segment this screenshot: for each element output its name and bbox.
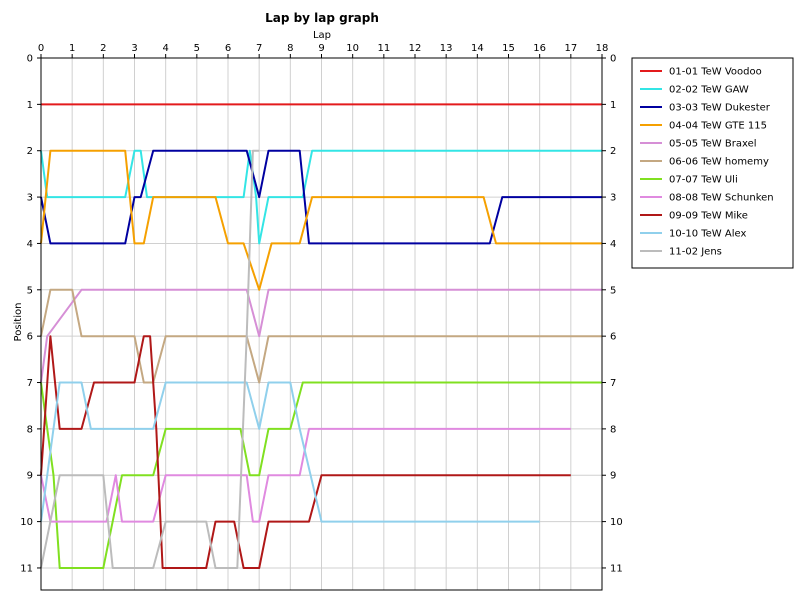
series-line [40, 288, 602, 383]
legend-label: 01-01 TeW Voodoo [669, 67, 762, 78]
x-tick-label: 2 [100, 43, 106, 54]
y-tick-label-right: 7 [610, 378, 616, 389]
series-line [40, 288, 602, 384]
legend-label: 04-04 TeW GTE 115 [669, 121, 767, 132]
y-tick-label-left: 3 [27, 193, 33, 204]
y-tick-label-left: 7 [27, 378, 33, 389]
x-tick-label: 13 [440, 43, 453, 54]
x-tick-label: 9 [318, 43, 324, 54]
legend-label: 09-09 TeW Mike [669, 211, 748, 222]
series-lines [40, 103, 602, 569]
x-tick-label: 14 [471, 43, 484, 54]
legend-label: 11-02 Jens [669, 247, 722, 258]
series-line [40, 335, 571, 569]
y-tick-label-left: 1 [27, 100, 33, 111]
y-tick-label-left: 5 [27, 285, 33, 296]
x-axis-label: Lap [313, 30, 331, 41]
y-tick-label-right: 11 [610, 563, 623, 574]
legend-label: 06-06 TeW homemy [669, 157, 769, 168]
x-tick-label: 7 [256, 43, 262, 54]
y-tick-label-right: 6 [610, 332, 616, 343]
y-tick-label-left: 2 [27, 146, 33, 157]
y-tick-label-left: 6 [27, 332, 33, 343]
x-tick-label: 16 [533, 43, 546, 54]
series-line [40, 149, 602, 291]
y-tick-label-left: 10 [20, 517, 33, 528]
x-tick-label: 10 [346, 43, 359, 54]
x-tick-label: 4 [162, 43, 168, 54]
x-tick-label: 0 [38, 43, 44, 54]
x-tick-label: 6 [225, 43, 231, 54]
axis-ticks: 0 1 2 3 4 5 6 7 8 9 10 11 12 13 14 15 16 17 180 01 12 23 34 45 5… [20, 43, 622, 574]
y-tick-label-right: 0 [610, 54, 616, 65]
legend-label: 10-10 TeW Alex [669, 229, 746, 240]
legend-label: 02-02 TeW GAW [669, 85, 749, 96]
series-line [40, 381, 540, 523]
y-tick-label-left: 4 [27, 239, 33, 250]
x-tick-label: 8 [287, 43, 293, 54]
y-tick-label-left: 9 [27, 471, 33, 482]
y-tick-label-right: 4 [610, 239, 616, 250]
y-axis-label: Position [13, 303, 24, 342]
y-tick-label-right: 9 [610, 471, 616, 482]
legend-label: 08-08 TeW Schunken [669, 193, 774, 204]
x-tick-label: 1 [69, 43, 75, 54]
chart-title: Lap by lap graph [265, 11, 379, 25]
legend: 01-01 TeW Voodoo 02-02 TeW GAW 03-03 TeW D… [631, 57, 794, 269]
y-tick-label-left: 0 [27, 54, 33, 65]
legend-label: 07-07 TeW Uli [669, 175, 738, 186]
series-line [40, 149, 602, 245]
y-tick-label-left: 8 [27, 424, 33, 435]
y-tick-label-left: 11 [20, 563, 33, 574]
x-tick-label: 11 [377, 43, 390, 54]
grid [40, 57, 603, 590]
series-line [40, 149, 260, 569]
x-tick-label: 3 [131, 43, 137, 54]
y-tick-label-right: 3 [610, 193, 616, 204]
y-tick-label-right: 2 [610, 146, 616, 157]
x-tick-label: 12 [409, 43, 422, 54]
y-tick-label-right: 8 [610, 424, 616, 435]
legend-label: 03-03 TeW Dukester [669, 103, 771, 114]
y-tick-label-right: 10 [610, 517, 623, 528]
legend-label: 05-05 TeW Braxel [669, 139, 757, 150]
x-tick-label: 17 [564, 43, 577, 54]
x-tick-label: 18 [596, 43, 609, 54]
y-tick-label-right: 1 [610, 100, 616, 111]
x-tick-label: 5 [194, 43, 200, 54]
y-tick-label-right: 5 [610, 285, 616, 296]
x-tick-label: 15 [502, 43, 515, 54]
series-line [40, 381, 602, 569]
